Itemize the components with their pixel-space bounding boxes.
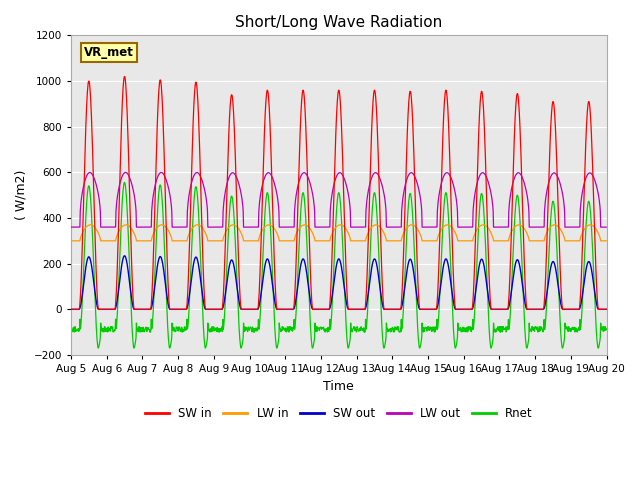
Text: VR_met: VR_met <box>84 46 134 59</box>
X-axis label: Time: Time <box>323 380 354 393</box>
Title: Short/Long Wave Radiation: Short/Long Wave Radiation <box>235 15 442 30</box>
Y-axis label: ( W/m2): ( W/m2) <box>15 170 28 220</box>
Legend: SW in, LW in, SW out, LW out, Rnet: SW in, LW in, SW out, LW out, Rnet <box>140 402 538 425</box>
